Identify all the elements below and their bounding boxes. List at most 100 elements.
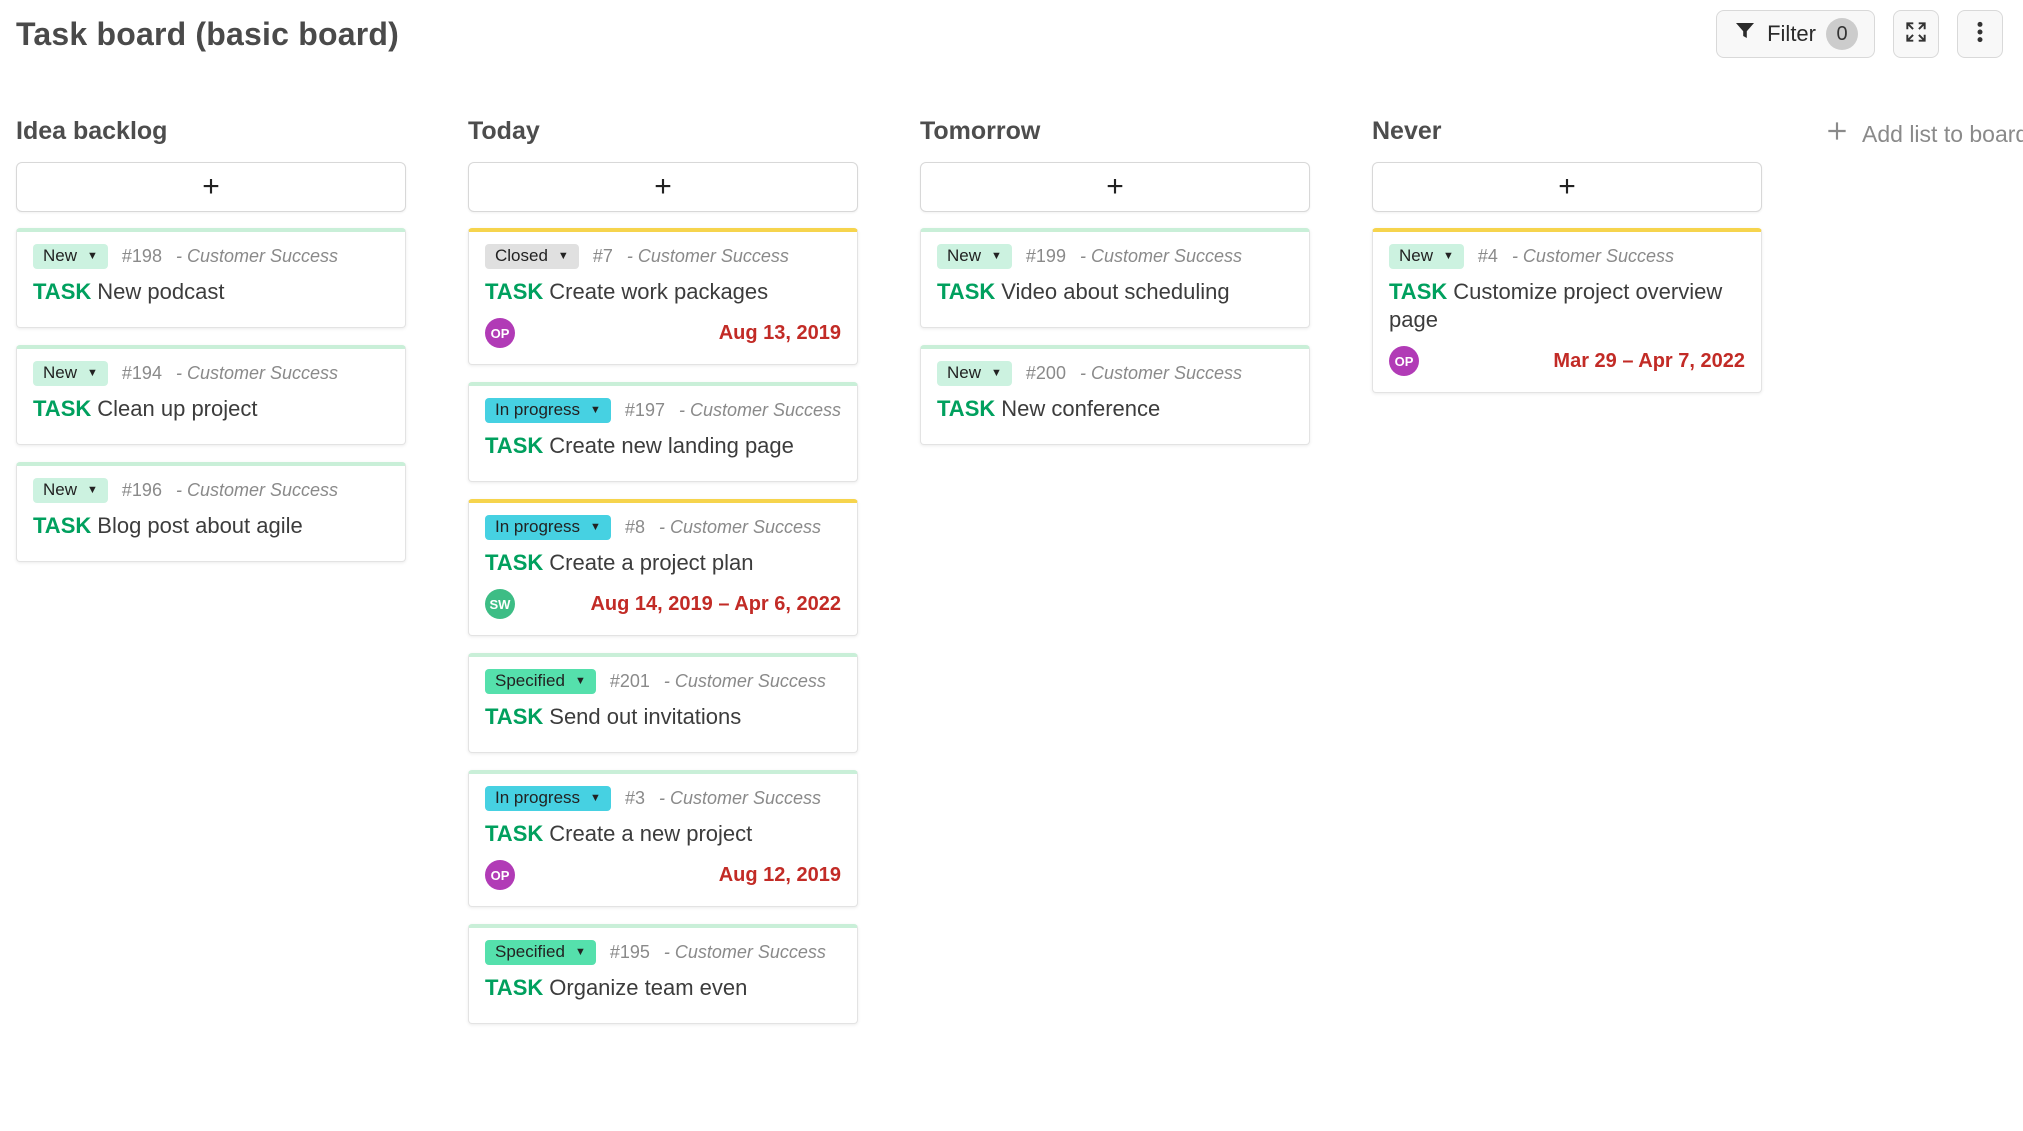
task-card[interactable]: In progress ▼ #197 - Customer Success TA… — [468, 382, 858, 483]
chevron-down-icon: ▼ — [590, 520, 601, 533]
status-badge[interactable]: Specified ▼ — [485, 669, 596, 695]
column-title: Today — [468, 117, 540, 145]
type-label: TASK — [33, 279, 92, 304]
task-card[interactable]: New ▼ #194 - Customer Success TASK Clean … — [16, 345, 406, 445]
type-label: TASK — [485, 550, 544, 576]
chevron-down-icon: ▼ — [87, 249, 98, 262]
project-name: - Customer Success — [658, 788, 822, 809]
filter-count-badge: 0 — [1826, 18, 1858, 50]
plus-icon: + — [202, 170, 220, 203]
fullscreen-icon — [1903, 19, 1929, 50]
chevron-down-icon: ▼ — [590, 791, 601, 804]
work-package-id: #198 — [121, 246, 162, 266]
status-label: In progress — [495, 788, 581, 808]
task-card[interactable]: Specified ▼ #201 - Customer Success TASK… — [468, 653, 858, 754]
add-list-button[interactable]: Add list to board — [1824, 118, 2023, 150]
card-title: Video about scheduling — [1001, 279, 1230, 304]
task-card[interactable]: Specified ▼ #195 - Customer Success TASK… — [468, 924, 858, 1025]
card-title: Organize team even — [549, 975, 748, 1001]
work-package-id: #8 — [624, 517, 645, 538]
project-name: - Customer Success — [1079, 363, 1242, 383]
status-label: Specified — [495, 671, 565, 691]
card-title: Clean up project — [97, 396, 258, 421]
plus-icon — [1824, 118, 1850, 150]
status-label: New — [1399, 246, 1434, 265]
status-label: In progress — [495, 400, 581, 420]
add-card-button[interactable]: + — [920, 162, 1310, 212]
project-name: - Customer Success — [678, 400, 842, 421]
task-card[interactable]: New ▼ #199 - Customer Success TASK Video … — [920, 228, 1310, 328]
avatar[interactable]: OP — [485, 860, 515, 891]
status-badge[interactable]: New ▼ — [937, 244, 1012, 269]
chevron-down-icon: ▼ — [991, 366, 1002, 379]
card-title: Customize project overview page — [1389, 279, 1723, 333]
column-today: Today + Closed ▼ #7 - Customer Success T… — [468, 116, 858, 1041]
toolbar: Task board (basic board) Filter 0 — [0, 0, 2023, 58]
filter-label: Filter — [1767, 21, 1816, 46]
status-badge[interactable]: New ▼ — [33, 244, 108, 269]
task-card[interactable]: New ▼ #200 - Customer Success TASK New co… — [920, 345, 1310, 445]
type-label: TASK — [485, 279, 544, 304]
status-badge[interactable]: New ▼ — [33, 478, 108, 503]
status-label: New — [43, 480, 78, 499]
column-title: Never — [1372, 117, 1442, 145]
column-title: Idea backlog — [16, 117, 168, 145]
chevron-down-icon: ▼ — [1443, 249, 1454, 262]
status-badge[interactable]: In progress ▼ — [485, 398, 611, 424]
add-card-button[interactable]: + — [16, 162, 406, 212]
task-card[interactable]: New ▼ #4 - Customer Success TASK Customiz… — [1372, 228, 1762, 394]
plus-icon: + — [1106, 170, 1124, 203]
card-title: Create work packages — [549, 279, 769, 304]
task-card[interactable]: New ▼ #196 - Customer Success TASK Blog p… — [16, 462, 406, 562]
toolbar-controls: Filter 0 — [1716, 10, 2003, 58]
avatar[interactable]: OP — [485, 318, 515, 349]
add-list-label: Add list to board — [1862, 120, 2023, 147]
plus-icon: + — [1558, 170, 1576, 203]
type-label: TASK — [33, 513, 92, 538]
status-badge[interactable]: In progress ▼ — [485, 786, 611, 812]
avatar[interactable]: OP — [1389, 346, 1419, 377]
status-badge[interactable]: Closed ▼ — [485, 244, 579, 269]
project-name: - Customer Success — [1511, 246, 1674, 266]
avatar[interactable]: SW — [485, 589, 515, 620]
chevron-down-icon: ▼ — [590, 403, 601, 416]
project-name: - Customer Success — [175, 480, 338, 500]
chevron-down-icon: ▼ — [87, 366, 98, 379]
type-label: TASK — [937, 279, 996, 304]
work-package-id: #4 — [1477, 246, 1498, 266]
task-card[interactable]: Closed ▼ #7 - Customer Success TASK Creat… — [468, 228, 858, 366]
work-package-id: #200 — [1025, 363, 1066, 383]
status-badge[interactable]: New ▼ — [33, 361, 108, 386]
project-name: - Customer Success — [663, 942, 826, 963]
type-label: TASK — [937, 396, 996, 421]
add-card-button[interactable]: + — [468, 162, 858, 212]
kebab-menu-icon — [1967, 19, 1993, 50]
due-date: Aug 14, 2019 – Apr 6, 2022 — [590, 592, 841, 615]
status-badge[interactable]: New ▼ — [937, 361, 1012, 386]
work-package-id: #194 — [121, 363, 162, 383]
status-label: New — [43, 246, 78, 265]
filter-button[interactable]: Filter 0 — [1716, 10, 1875, 58]
more-menu-button[interactable] — [1957, 10, 2003, 58]
add-card-button[interactable]: + — [1372, 162, 1762, 212]
page-title: Task board (basic board) — [16, 16, 399, 52]
project-name: - Customer Success — [658, 517, 822, 538]
type-label: TASK — [485, 821, 544, 847]
chevron-down-icon: ▼ — [557, 249, 569, 262]
status-badge[interactable]: Specified ▼ — [485, 940, 596, 966]
fullscreen-button[interactable] — [1893, 10, 1939, 58]
status-badge[interactable]: In progress ▼ — [485, 515, 611, 541]
filter-icon — [1733, 19, 1757, 49]
type-label: TASK — [485, 975, 544, 1001]
work-package-id: #197 — [624, 400, 665, 421]
status-badge[interactable]: New ▼ — [1389, 244, 1464, 269]
task-card[interactable]: In progress ▼ #3 - Customer Success TASK… — [468, 770, 858, 908]
column-title: Tomorrow — [920, 117, 1041, 145]
work-package-id: #201 — [609, 671, 650, 692]
work-package-id: #196 — [121, 480, 162, 500]
chevron-down-icon: ▼ — [87, 483, 98, 496]
project-name: - Customer Success — [175, 246, 338, 266]
due-date: Aug 13, 2019 — [718, 321, 841, 344]
task-card[interactable]: In progress ▼ #8 - Customer Success TASK… — [468, 499, 858, 637]
task-card[interactable]: New ▼ #198 - Customer Success TASK New po… — [16, 228, 406, 328]
